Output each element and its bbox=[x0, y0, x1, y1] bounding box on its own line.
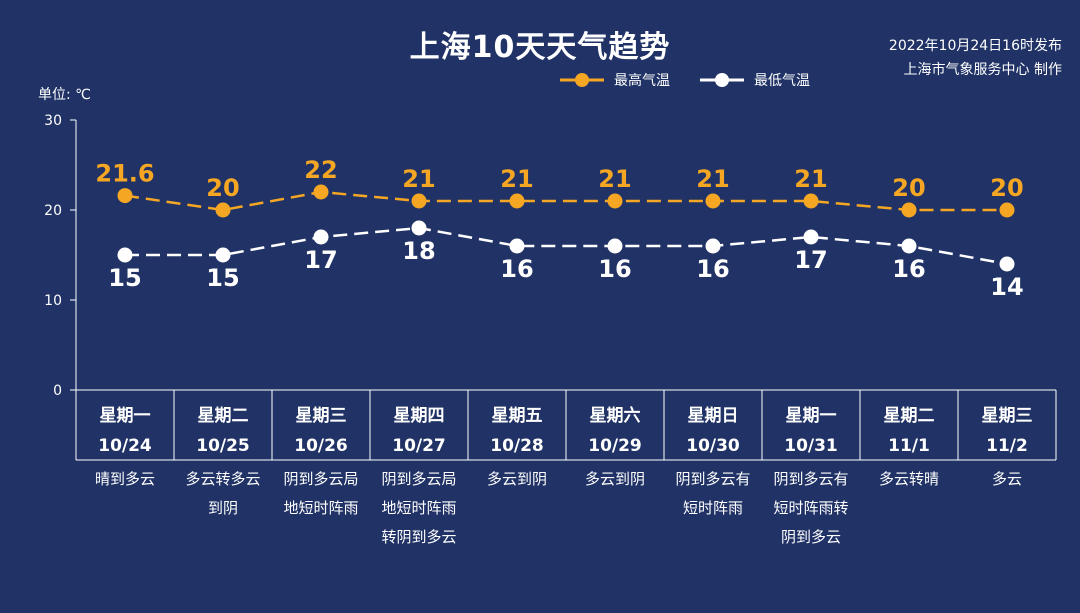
high-temp-label: 22 bbox=[304, 156, 337, 184]
low-temp-point bbox=[117, 247, 133, 263]
weather-label: 到阴 bbox=[208, 499, 238, 517]
y-tick-label: 0 bbox=[53, 383, 62, 399]
weather-label: 阴到多云有 bbox=[675, 470, 750, 488]
high-temp-label: 21 bbox=[500, 165, 533, 193]
legend-item-high: 最高气温 bbox=[560, 70, 670, 90]
date-label: 10/30 bbox=[686, 436, 740, 456]
low-temp-label: 14 bbox=[990, 273, 1023, 301]
y-tick-label: 20 bbox=[44, 203, 62, 219]
high-temp-point bbox=[313, 184, 329, 200]
weekday-label: 星期三 bbox=[296, 406, 347, 426]
weather-label: 阴到多云局 bbox=[381, 470, 456, 488]
legend-low-label: 最低气温 bbox=[754, 73, 810, 89]
date-label: 10/25 bbox=[196, 436, 250, 456]
low-temp-label: 17 bbox=[304, 246, 337, 274]
weekday-label: 星期六 bbox=[590, 405, 641, 426]
unit-label: 单位: ℃ bbox=[38, 87, 91, 103]
chart-title: 上海10天天气趋势 bbox=[409, 30, 671, 65]
low-temp-point bbox=[803, 229, 819, 245]
high-temp-point bbox=[411, 193, 427, 209]
low-temp-label: 15 bbox=[108, 264, 141, 292]
weekday-label: 星期四 bbox=[394, 406, 445, 426]
y-tick-label: 10 bbox=[44, 293, 62, 309]
weather-label: 多云转晴 bbox=[879, 470, 939, 488]
weather-label: 短时阵雨转 bbox=[773, 499, 848, 517]
weekday-label: 星期一 bbox=[100, 406, 151, 426]
low-temp-point bbox=[705, 238, 721, 254]
weekday-label: 星期一 bbox=[786, 406, 837, 426]
high-temp-line bbox=[124, 190, 1007, 212]
weather-label: 晴到多云 bbox=[95, 470, 155, 488]
low-temp-label: 16 bbox=[500, 255, 533, 283]
legend-low-swatch bbox=[700, 73, 744, 87]
date-label: 10/27 bbox=[392, 436, 446, 456]
low-temp-label: 15 bbox=[206, 264, 239, 292]
weather-label: 多云到阴 bbox=[487, 470, 547, 488]
weather-label: 地短时阵雨 bbox=[283, 499, 358, 517]
date-label: 10/28 bbox=[490, 436, 544, 456]
low-temp-label: 16 bbox=[892, 255, 925, 283]
weather-label: 多云转多云 bbox=[185, 470, 260, 488]
date-label: 10/29 bbox=[588, 436, 642, 456]
low-temp-point bbox=[607, 238, 623, 254]
high-temp-point bbox=[803, 193, 819, 209]
high-temp-point bbox=[607, 193, 623, 209]
date-label: 11/2 bbox=[986, 436, 1028, 456]
weather-label: 阴到多云 bbox=[781, 528, 841, 546]
date-label: 11/1 bbox=[888, 436, 930, 456]
high-temp-point bbox=[509, 193, 525, 209]
weather-label: 多云 bbox=[992, 470, 1022, 488]
low-temp-point bbox=[901, 238, 917, 254]
low-temp-point bbox=[509, 238, 525, 254]
low-temp-point bbox=[999, 256, 1015, 272]
date-label: 10/31 bbox=[784, 436, 838, 456]
date-label: 10/24 bbox=[98, 436, 152, 456]
legend-high-swatch bbox=[560, 73, 604, 87]
low-temp-point bbox=[411, 220, 427, 236]
legend: 最高气温 最低气温 bbox=[560, 70, 840, 90]
publish-info: 2022年10月24日16时发布 上海市气象服务中心 制作 bbox=[889, 34, 1062, 82]
high-temp-label: 21 bbox=[598, 165, 631, 193]
weather-label: 阴到多云有 bbox=[773, 470, 848, 488]
weather-label: 地短时阵雨 bbox=[381, 499, 456, 517]
publish-time: 2022年10月24日16时发布 bbox=[888, 38, 1062, 54]
high-temp-label: 20 bbox=[206, 174, 239, 202]
y-tick-label: 30 bbox=[44, 113, 62, 129]
high-temp-point bbox=[999, 202, 1015, 218]
high-temp-label: 21 bbox=[696, 165, 729, 193]
weekday-label: 星期二 bbox=[198, 406, 249, 426]
low-temp-point bbox=[215, 247, 231, 263]
weekday-label: 星期五 bbox=[492, 406, 543, 426]
high-temp-point bbox=[901, 202, 917, 218]
publisher: 上海市气象服务中心 制作 bbox=[903, 62, 1062, 78]
low-temp-point bbox=[313, 229, 329, 245]
high-temp-label: 20 bbox=[892, 174, 925, 202]
weekday-label: 星期三 bbox=[982, 406, 1033, 426]
weather-label: 多云到阴 bbox=[585, 470, 645, 488]
legend-item-low: 最低气温 bbox=[700, 70, 810, 90]
high-temp-point bbox=[705, 193, 721, 209]
high-temp-label: 21 bbox=[402, 165, 435, 193]
low-temp-label: 16 bbox=[696, 255, 729, 283]
weather-label: 阴到多云局 bbox=[283, 470, 358, 488]
high-temp-label: 21 bbox=[794, 165, 827, 193]
date-label: 10/26 bbox=[294, 436, 348, 456]
high-temp-label: 21.6 bbox=[95, 160, 154, 188]
weekday-label: 星期日 bbox=[688, 406, 739, 426]
low-temp-label: 17 bbox=[794, 246, 827, 274]
weather-label: 转阴到多云 bbox=[381, 528, 456, 546]
high-temp-point bbox=[215, 202, 231, 218]
legend-high-label: 最高气温 bbox=[614, 73, 670, 89]
weather-label: 短时阵雨 bbox=[683, 499, 743, 517]
low-temp-line bbox=[125, 226, 1008, 266]
low-temp-label: 16 bbox=[598, 255, 631, 283]
high-temp-label: 20 bbox=[990, 174, 1023, 202]
high-temp-point bbox=[117, 188, 133, 204]
weekday-label: 星期二 bbox=[884, 406, 935, 426]
low-temp-label: 18 bbox=[402, 237, 435, 265]
